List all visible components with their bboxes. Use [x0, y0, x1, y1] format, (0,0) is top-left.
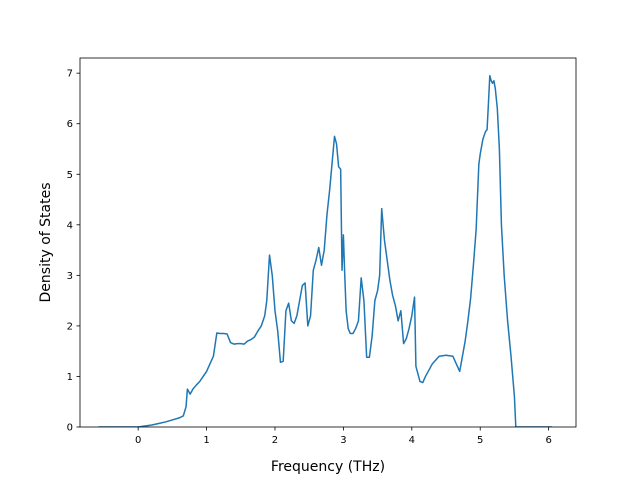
x-axis-label: Frequency (THz) [271, 459, 385, 475]
x-tick-label: 0 [135, 435, 141, 446]
y-tick-label: 6 [67, 119, 73, 130]
y-tick-label: 3 [67, 271, 73, 282]
x-tick-label: 1 [203, 435, 209, 446]
y-tick-label: 0 [67, 423, 73, 434]
y-tick-label: 1 [67, 372, 73, 383]
plot-frame [79, 57, 577, 428]
x-tick-label: 4 [409, 435, 415, 446]
y-axis-ticks: 0 1 2 3 4 5 6 7 [67, 69, 80, 434]
y-tick-label: 5 [67, 170, 73, 181]
x-tick-label: 2 [272, 435, 278, 446]
x-tick-label: 3 [340, 435, 346, 446]
y-tick-label: 4 [67, 220, 73, 231]
y-axis-label: Density of States [38, 183, 54, 303]
y-tick-label: 7 [67, 69, 73, 80]
x-tick-label: 5 [477, 435, 483, 446]
series-layer [98, 74, 553, 427]
x-axis-ticks: 0 1 2 3 4 5 6 [135, 427, 552, 446]
series-line-0 [98, 74, 553, 427]
x-tick-label: 6 [545, 435, 551, 446]
y-tick-label: 2 [67, 321, 73, 332]
